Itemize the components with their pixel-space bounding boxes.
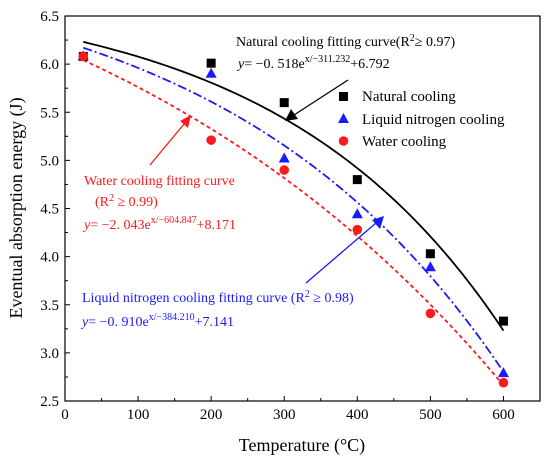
- water-fit-r2: (R2 ≥ 0.99): [95, 193, 158, 210]
- data-point-water-cooling: [78, 51, 89, 62]
- y-tick-label: 5.0: [40, 153, 59, 169]
- natural-fit-arrow: [293, 79, 349, 116]
- data-point-water-cooling: [279, 165, 290, 175]
- legend: Natural cooling Liquid nitrogen cooling …: [338, 89, 505, 150]
- data-point-natural-cooling: [425, 249, 435, 259]
- y-tick-label: 6.5: [40, 9, 59, 25]
- legend-label-natural-cooling: Natural cooling: [362, 89, 456, 105]
- annotation-liquid-nitrogen-cooling: Liquid nitrogen cooling fitting curve (R…: [80, 216, 384, 330]
- x-tick-label: 600: [492, 407, 515, 423]
- y-tick-label: 3.0: [40, 346, 59, 362]
- data-point-water-cooling: [352, 224, 363, 235]
- y-tick-label: 3.5: [40, 298, 59, 314]
- data-point-liquid-nitrogen-cooling: [424, 261, 436, 272]
- legend-marker-liquid-nitrogen-cooling: [338, 113, 349, 123]
- y-tick-label: 2.5: [40, 394, 59, 410]
- fit-curve-liquid-nitrogen-cooling: [82, 46, 505, 373]
- data-point-liquid-nitrogen-cooling: [205, 67, 217, 78]
- data-point-water-cooling: [425, 308, 436, 319]
- data-point-water-cooling: [498, 377, 509, 388]
- legend-label-liquid-nitrogen-cooling: Liquid nitrogen cooling: [362, 112, 505, 128]
- x-tick-label: 400: [346, 407, 369, 423]
- y-tick-label: 6.0: [40, 57, 59, 73]
- natural-fit-arrowhead: [285, 109, 298, 121]
- fit-curve-natural-cooling: [83, 41, 505, 332]
- y-axis-title: Eventual absorption energy (J): [6, 97, 27, 318]
- legend-label-water-cooling: Water cooling: [362, 134, 447, 150]
- nitrogen-fit-equation: y= −0. 910ex/−384.210+7.141: [80, 312, 234, 330]
- x-axis-title: Temperature (°C): [239, 435, 365, 456]
- data-markers: [77, 50, 509, 388]
- data-point-liquid-nitrogen-cooling: [497, 367, 509, 378]
- data-point-natural-cooling: [279, 98, 289, 108]
- x-axis-ticks: 0 100 200 300 400 500 600: [61, 396, 515, 423]
- data-point-water-cooling: [206, 135, 216, 145]
- water-fit-arrowhead: [180, 115, 191, 128]
- x-tick-label: 500: [419, 407, 442, 423]
- water-fit-label: Water cooling fitting curve: [84, 174, 235, 189]
- natural-fit-label: Natural cooling fitting curve(R2≥ 0.97): [236, 33, 455, 50]
- x-tick-label: 0: [61, 407, 69, 423]
- legend-marker-water-cooling: [338, 136, 349, 146]
- legend-marker-natural-cooling: [339, 92, 348, 101]
- annotation-water-cooling: Water cooling fitting curve (R2 ≥ 0.99) …: [82, 115, 236, 233]
- data-point-natural-cooling: [206, 58, 216, 68]
- nitrogen-fit-arrowhead: [372, 216, 384, 229]
- water-fit-arrow: [149, 123, 185, 166]
- y-tick-label: 4.5: [40, 202, 59, 218]
- data-point-natural-cooling: [352, 175, 362, 185]
- water-fit-equation: y= −2. 043ex/−604.847+8.171: [82, 215, 236, 233]
- fit-curves: [82, 41, 505, 386]
- natural-fit-equation: y= −0. 518ex/−311.232+6.792: [236, 54, 390, 72]
- y-tick-label: 4.0: [40, 250, 59, 266]
- annotation-natural-cooling: Natural cooling fitting curve(R2≥ 0.97) …: [236, 33, 455, 121]
- data-point-natural-cooling: [498, 316, 508, 326]
- y-tick-label: 5.5: [40, 105, 59, 121]
- nitrogen-fit-label: Liquid nitrogen cooling fitting curve (R…: [82, 289, 354, 306]
- x-tick-label: 200: [200, 407, 223, 423]
- fit-curve-water-cooling: [82, 59, 505, 386]
- x-tick-label: 100: [127, 407, 150, 423]
- data-point-liquid-nitrogen-cooling: [351, 208, 363, 219]
- y-axis-ticks: 2.5 3.0 3.5 4.0 4.5 5.0 5.5 6.0 6.5: [40, 9, 70, 410]
- data-point-liquid-nitrogen-cooling: [278, 152, 290, 163]
- x-tick-label: 300: [273, 407, 296, 423]
- nitrogen-fit-arrow: [305, 222, 377, 284]
